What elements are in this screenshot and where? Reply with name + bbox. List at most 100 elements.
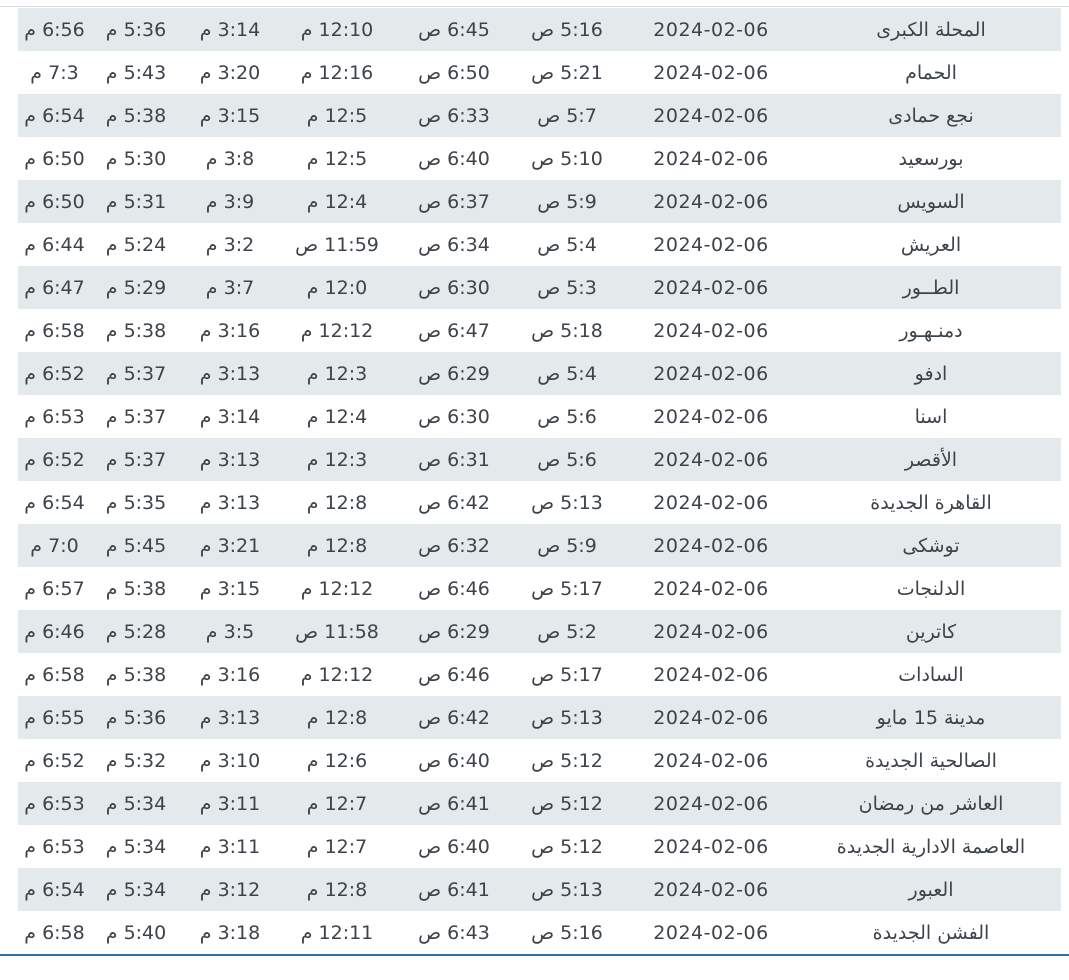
city-name-cell: الدلنجات (896, 577, 966, 600)
sunrise-time-cell: 6:33 ص (395, 94, 513, 137)
sunrise-time-cell: 6:37 ص (395, 180, 513, 223)
dhuhr-time-cell: 11:59 ص (295, 233, 379, 256)
date-cell: 2024-02-06 (653, 749, 769, 772)
dhuhr-time-cell: 12:12 م (300, 319, 374, 342)
asr-time-cell: 3:18 م (199, 921, 261, 944)
date-cell: 2024-02-06 (653, 233, 769, 256)
city-name-cell: نجع حمادى (801, 94, 1061, 137)
prayer-times-table: المحلة الكبرى 2024-02-06 5:16 ص 6:45 ص 1… (18, 8, 1061, 954)
maghrib-time-cell: 5:34 م (105, 835, 167, 858)
fajr-time-cell: 5:12 ص (513, 782, 621, 825)
asr-time-cell: 3:20 م (199, 61, 261, 84)
isha-time-cell: 6:50 م (18, 180, 91, 223)
date-cell: 2024-02-06 (653, 921, 769, 944)
fajr-time-cell: 5:13 ص (513, 868, 621, 911)
maghrib-time-cell: 5:34 م (91, 868, 181, 911)
date-cell: 2024-02-06 (653, 577, 769, 600)
fajr-time-cell: 5:18 ص (531, 319, 603, 342)
sunrise-time-cell: 6:50 ص (418, 61, 490, 84)
table-row: الفشن الجديدة 2024-02-06 5:16 ص 6:43 ص 1… (18, 911, 1061, 954)
maghrib-time-cell: 5:36 م (91, 8, 181, 51)
date-cell: 2024-02-06 (653, 405, 769, 428)
date-cell: 2024-02-06 (621, 868, 801, 911)
table-row: بورسعيد 2024-02-06 5:10 ص 6:40 ص 12:5 م … (18, 137, 1061, 180)
maghrib-time-cell: 5:30 م (105, 147, 167, 170)
maghrib-time-cell: 5:24 م (105, 233, 167, 256)
isha-time-cell: 6:53 م (18, 782, 91, 825)
fajr-time-cell: 5:6 ص (513, 438, 621, 481)
asr-time-cell: 3:21 م (181, 524, 279, 567)
city-name-cell: العريش (900, 233, 962, 256)
maghrib-time-cell: 5:38 م (91, 94, 181, 137)
dhuhr-time-cell: 12:7 م (279, 782, 395, 825)
dhuhr-time-cell: 12:0 م (279, 266, 395, 309)
maghrib-time-cell: 5:37 م (91, 438, 181, 481)
isha-time-cell: 6:55 م (18, 696, 91, 739)
dhuhr-time-cell: 12:8 م (279, 696, 395, 739)
fajr-time-cell: 5:12 ص (531, 835, 603, 858)
sunrise-time-cell: 6:32 ص (395, 524, 513, 567)
fajr-time-cell: 5:13 ص (531, 491, 603, 514)
isha-time-cell: 6:56 م (18, 8, 91, 51)
isha-time-cell: 6:53 م (24, 835, 85, 858)
dhuhr-time-cell: 12:6 م (306, 749, 368, 772)
asr-time-cell: 3:12 م (181, 868, 279, 911)
date-cell: 2024-02-06 (621, 782, 801, 825)
dhuhr-time-cell: 12:5 م (279, 94, 395, 137)
sunrise-time-cell: 6:41 ص (395, 868, 513, 911)
fajr-time-cell: 5:9 ص (513, 524, 621, 567)
table-row: توشكى 2024-02-06 5:9 ص 6:32 ص 12:8 م 3:2… (18, 524, 1061, 567)
date-cell: 2024-02-06 (621, 8, 801, 51)
maghrib-time-cell: 5:45 م (91, 524, 181, 567)
asr-time-cell: 3:16 م (199, 319, 261, 342)
asr-time-cell: 3:14 م (199, 405, 261, 428)
date-cell: 2024-02-06 (653, 61, 769, 84)
sunrise-time-cell: 6:29 ص (395, 610, 513, 653)
sunrise-time-cell: 6:47 ص (418, 319, 490, 342)
fajr-time-cell: 5:4 ص (513, 352, 621, 395)
maghrib-time-cell: 5:31 م (91, 180, 181, 223)
dhuhr-time-cell: 12:5 م (306, 147, 368, 170)
fajr-time-cell: 5:17 ص (531, 577, 603, 600)
table-row: العاصمة الادارية الجديدة 2024-02-06 5:12… (18, 825, 1061, 868)
table-row: السادات 2024-02-06 5:17 ص 6:46 ص 12:12 م… (18, 653, 1061, 696)
dhuhr-time-cell: 12:8 م (279, 524, 395, 567)
asr-time-cell: 3:2 م (205, 233, 255, 256)
table-row: كاترين 2024-02-06 5:2 ص 6:29 ص 11:58 ص 3… (18, 610, 1061, 653)
asr-time-cell: 3:11 م (181, 782, 279, 825)
sunrise-time-cell: 6:43 ص (418, 921, 490, 944)
maghrib-time-cell: 5:29 م (91, 266, 181, 309)
asr-time-cell: 3:16 م (199, 663, 261, 686)
fajr-time-cell: 5:4 ص (537, 233, 597, 256)
table-row: الدلنجات 2024-02-06 5:17 ص 6:46 ص 12:12 … (18, 567, 1061, 610)
dhuhr-time-cell: 12:12 م (300, 577, 374, 600)
asr-time-cell: 3:13 م (181, 696, 279, 739)
fajr-time-cell: 5:6 ص (537, 405, 597, 428)
sunrise-time-cell: 6:34 ص (418, 233, 490, 256)
maghrib-time-cell: 5:35 م (105, 491, 167, 514)
table-row: الصالحية الجديدة 2024-02-06 5:12 ص 6:40 … (18, 739, 1061, 782)
fajr-time-cell: 5:16 ص (531, 921, 603, 944)
asr-time-cell: 3:14 م (181, 8, 279, 51)
date-cell: 2024-02-06 (653, 491, 769, 514)
fajr-time-cell: 5:12 ص (531, 749, 603, 772)
fajr-time-cell: 5:7 ص (513, 94, 621, 137)
table-row: المحلة الكبرى 2024-02-06 5:16 ص 6:45 ص 1… (18, 8, 1061, 51)
table-row: العريش 2024-02-06 5:4 ص 6:34 ص 11:59 ص 3… (18, 223, 1061, 266)
dhuhr-time-cell: 12:10 م (279, 8, 395, 51)
asr-time-cell: 3:15 م (181, 94, 279, 137)
dhuhr-time-cell: 12:11 م (300, 921, 374, 944)
asr-time-cell: 3:7 م (181, 266, 279, 309)
prayer-times-table-body: المحلة الكبرى 2024-02-06 5:16 ص 6:45 ص 1… (18, 8, 1061, 954)
table-row: الأقصر 2024-02-06 5:6 ص 6:31 ص 12:3 م 3:… (18, 438, 1061, 481)
isha-time-cell: 6:58 م (24, 663, 85, 686)
date-cell: 2024-02-06 (621, 438, 801, 481)
dhuhr-time-cell: 12:4 م (279, 180, 395, 223)
maghrib-time-cell: 5:38 م (105, 663, 167, 686)
sunrise-time-cell: 6:30 ص (395, 266, 513, 309)
table-row: اسنا 2024-02-06 5:6 ص 6:30 ص 12:4 م 3:14… (18, 395, 1061, 438)
city-name-cell: الصالحية الجديدة (865, 749, 997, 772)
maghrib-time-cell: 5:37 م (91, 352, 181, 395)
dhuhr-time-cell: 12:3 م (279, 438, 395, 481)
sunrise-time-cell: 6:41 ص (395, 782, 513, 825)
